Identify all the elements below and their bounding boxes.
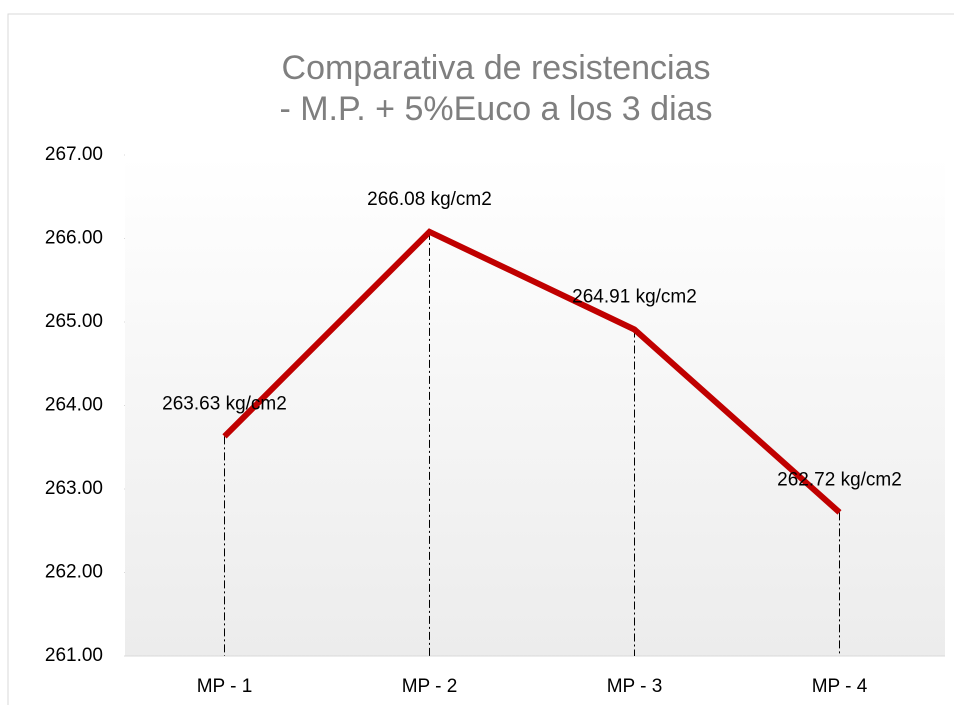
- x-tick-label: MP - 2: [402, 676, 458, 697]
- x-tick-label: MP - 3: [607, 676, 663, 697]
- plot-area: [125, 155, 945, 656]
- y-tick-label: 265.00: [45, 311, 103, 332]
- y-tick-label: 262.00: [45, 562, 103, 583]
- data-label: 264.91 kg/cm2: [572, 287, 697, 308]
- data-label: 262.72 kg/cm2: [777, 469, 902, 490]
- data-label: 263.63 kg/cm2: [162, 393, 287, 414]
- y-tick-label: 263.00: [45, 478, 103, 499]
- y-tick-label: 261.00: [45, 645, 103, 666]
- chart-title: Comparativa de resistencias: [282, 49, 711, 87]
- x-tick-label: MP - 1: [197, 676, 253, 697]
- x-tick-label: MP - 4: [812, 676, 868, 697]
- y-tick-label: 266.00: [45, 228, 103, 249]
- chart-title: - M.P. + 5%Euco a los 3 dias: [279, 90, 712, 128]
- y-tick-label: 267.00: [45, 144, 103, 165]
- y-tick-label: 264.00: [45, 395, 103, 416]
- series-line: [222, 228, 842, 515]
- data-label: 266.08 kg/cm2: [367, 189, 492, 210]
